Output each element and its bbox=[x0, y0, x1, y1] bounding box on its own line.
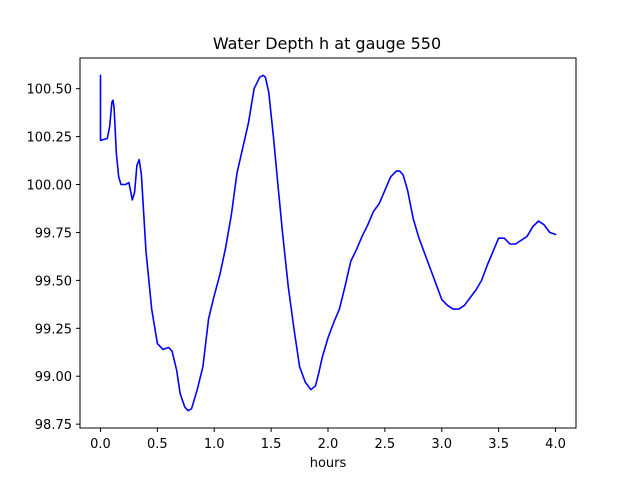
x-axis: 0.0 0.5 1.0 1.5 2.0 2.5 3.0 3.5 4.0 bbox=[90, 428, 566, 452]
x-tick-label: 2.0 bbox=[318, 437, 339, 452]
y-tick-label: 99.75 bbox=[35, 226, 72, 241]
x-tick-label: 1.5 bbox=[261, 437, 282, 452]
y-tick-label: 99.00 bbox=[35, 370, 72, 385]
x-tick-label: 1.0 bbox=[204, 437, 225, 452]
plot-area-frame bbox=[79, 57, 577, 429]
water-depth-series-line bbox=[99, 74, 557, 412]
y-tick-label: 100.25 bbox=[27, 131, 73, 146]
y-axis: 98.75 99.00 99.25 99.50 99.75 100.00 100.25 100… bbox=[27, 83, 80, 433]
x-tick-label: 0.0 bbox=[90, 437, 111, 452]
y-tick-label: 100.50 bbox=[27, 83, 73, 98]
y-tick-label: 99.50 bbox=[35, 274, 72, 289]
y-tick-label: 98.75 bbox=[35, 418, 72, 433]
y-tick-label: 99.25 bbox=[35, 322, 72, 337]
x-tick-label: 0.5 bbox=[147, 437, 168, 452]
x-tick-label: 3.0 bbox=[431, 437, 452, 452]
x-tick-label: 4.0 bbox=[545, 437, 566, 452]
chart-title: Water Depth h at gauge 550 bbox=[213, 34, 441, 53]
y-tick-label: 100.00 bbox=[27, 179, 73, 194]
x-tick-label: 3.5 bbox=[488, 437, 509, 452]
series-line-group bbox=[99, 74, 557, 412]
x-tick-label: 2.5 bbox=[375, 437, 396, 452]
x-axis-label: hours bbox=[310, 456, 347, 471]
